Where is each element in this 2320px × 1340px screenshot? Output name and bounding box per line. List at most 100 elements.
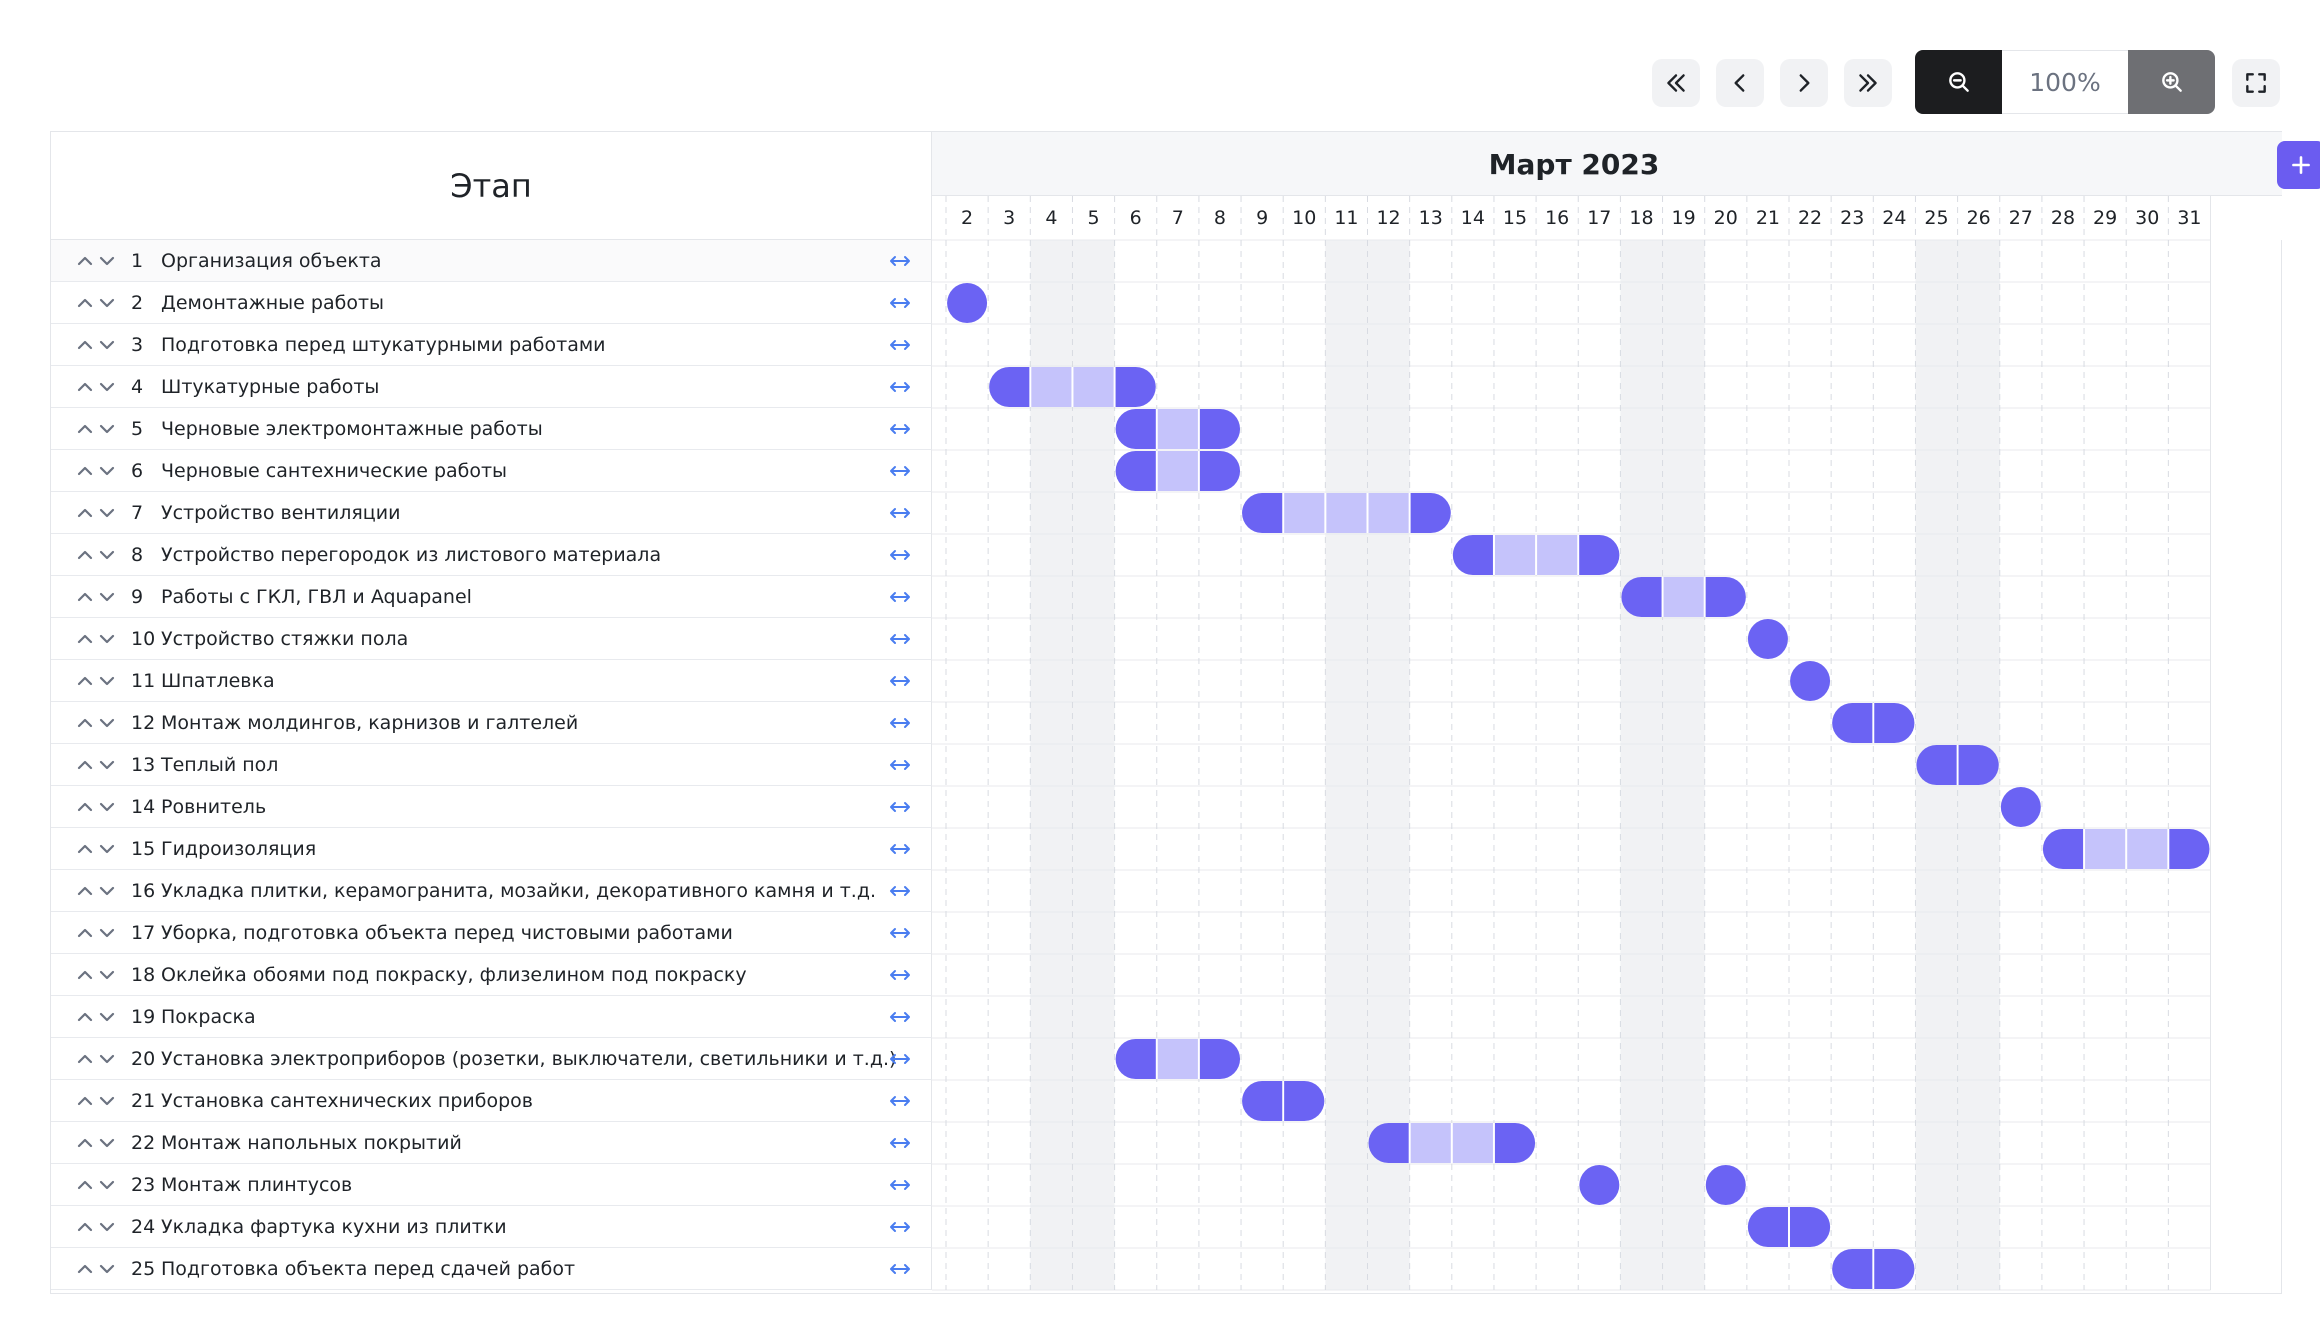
- task-bar-end[interactable]: [1874, 703, 1915, 743]
- link-stage-button[interactable]: [885, 366, 915, 408]
- stage-row[interactable]: 16 Укладка плитки, керамогранита, мозайки…: [51, 870, 932, 912]
- move-up-button[interactable]: [75, 585, 95, 609]
- link-stage-button[interactable]: [885, 786, 915, 828]
- move-down-button[interactable]: [97, 291, 117, 315]
- stage-row[interactable]: 24 Укладка фартука кухни из плитки: [51, 1206, 932, 1248]
- link-stage-button[interactable]: [885, 1080, 915, 1122]
- task-bar-start[interactable]: [1916, 745, 1957, 785]
- link-stage-button[interactable]: [885, 1248, 915, 1290]
- move-down-button[interactable]: [97, 921, 117, 945]
- task-bar-start[interactable]: [1242, 493, 1283, 533]
- move-down-button[interactable]: [97, 711, 117, 735]
- move-down-button[interactable]: [97, 1131, 117, 1155]
- task-bar-start[interactable]: [1242, 1081, 1283, 1121]
- stage-row[interactable]: 9 Работы с ГКЛ, ГВЛ и Aquapanel: [51, 576, 932, 618]
- move-up-button[interactable]: [75, 837, 95, 861]
- move-up-button[interactable]: [75, 543, 95, 567]
- link-stage-button[interactable]: [885, 1164, 915, 1206]
- move-up-button[interactable]: [75, 1173, 95, 1197]
- move-down-button[interactable]: [97, 879, 117, 903]
- next-page-button[interactable]: [1780, 59, 1828, 107]
- move-up-button[interactable]: [75, 417, 95, 441]
- move-down-button[interactable]: [97, 333, 117, 357]
- move-down-button[interactable]: [97, 753, 117, 777]
- task-bar-start[interactable]: [1368, 1123, 1409, 1163]
- move-up-button[interactable]: [75, 501, 95, 525]
- move-up-button[interactable]: [75, 291, 95, 315]
- task-bar-start[interactable]: [1747, 1207, 1788, 1247]
- task-bar-start[interactable]: [2042, 829, 2084, 869]
- link-stage-button[interactable]: [885, 324, 915, 366]
- stage-row[interactable]: 2 Демонтажные работы: [51, 282, 932, 324]
- task-bar-end[interactable]: [1115, 367, 1156, 407]
- zoom-in-button[interactable]: [2128, 50, 2215, 114]
- move-up-button[interactable]: [75, 879, 95, 903]
- move-down-button[interactable]: [97, 963, 117, 987]
- stage-row[interactable]: 3 Подготовка перед штукатурными работами: [51, 324, 932, 366]
- stage-row[interactable]: 14 Ровнитель: [51, 786, 932, 828]
- stage-row[interactable]: 15 Гидроизоляция: [51, 828, 932, 870]
- stage-row[interactable]: 8 Устройство перегородок из листового мат…: [51, 534, 932, 576]
- link-stage-button[interactable]: [885, 492, 915, 534]
- task-bar-start[interactable]: [989, 367, 1030, 407]
- link-stage-button[interactable]: [885, 534, 915, 576]
- move-down-button[interactable]: [97, 1089, 117, 1113]
- task-bar[interactable]: [1705, 1165, 1746, 1205]
- link-stage-button[interactable]: [885, 240, 915, 282]
- move-up-button[interactable]: [75, 375, 95, 399]
- link-stage-button[interactable]: [885, 912, 915, 954]
- task-bar-end[interactable]: [1874, 1249, 1915, 1289]
- move-up-button[interactable]: [75, 1089, 95, 1113]
- move-up-button[interactable]: [75, 711, 95, 735]
- move-down-button[interactable]: [97, 1005, 117, 1029]
- task-bar-end[interactable]: [2169, 829, 2210, 869]
- link-stage-button[interactable]: [885, 450, 915, 492]
- stage-row[interactable]: 1 Организация объекта: [51, 240, 932, 282]
- link-stage-button[interactable]: [885, 702, 915, 744]
- task-bar-end[interactable]: [1790, 1207, 1831, 1247]
- stage-row[interactable]: 6 Черновые сантехнические работы: [51, 450, 932, 492]
- task-bar-start[interactable]: [1115, 451, 1156, 491]
- task-bar-start[interactable]: [1832, 1249, 1873, 1289]
- move-down-button[interactable]: [97, 669, 117, 693]
- task-bar[interactable]: [947, 283, 988, 323]
- stage-row[interactable]: 7 Устройство вентиляции: [51, 492, 932, 534]
- stage-row[interactable]: 19 Покраска: [51, 996, 932, 1038]
- link-stage-button[interactable]: [885, 996, 915, 1038]
- move-up-button[interactable]: [75, 669, 95, 693]
- prev-page-button[interactable]: [1716, 59, 1764, 107]
- task-bar-start[interactable]: [1452, 535, 1493, 575]
- zoom-out-button[interactable]: [1915, 50, 2002, 114]
- task-bar-start[interactable]: [1115, 1039, 1156, 1079]
- move-down-button[interactable]: [97, 501, 117, 525]
- task-bar-end[interactable]: [1199, 1039, 1241, 1079]
- move-up-button[interactable]: [75, 627, 95, 651]
- move-down-button[interactable]: [97, 1173, 117, 1197]
- task-bar[interactable]: [1790, 661, 1831, 701]
- move-down-button[interactable]: [97, 459, 117, 483]
- link-stage-button[interactable]: [885, 660, 915, 702]
- move-up-button[interactable]: [75, 1131, 95, 1155]
- task-bar-end[interactable]: [1199, 409, 1241, 449]
- link-stage-button[interactable]: [885, 408, 915, 450]
- link-stage-button[interactable]: [885, 1122, 915, 1164]
- move-down-button[interactable]: [97, 837, 117, 861]
- stage-row[interactable]: 11 Шпатлевка: [51, 660, 932, 702]
- move-up-button[interactable]: [75, 1215, 95, 1239]
- task-bar-start[interactable]: [1115, 409, 1156, 449]
- move-down-button[interactable]: [97, 585, 117, 609]
- stage-row[interactable]: 21 Установка сантехнических приборов: [51, 1080, 932, 1122]
- task-bar-end[interactable]: [1199, 451, 1241, 491]
- link-stage-button[interactable]: [885, 618, 915, 660]
- move-up-button[interactable]: [75, 249, 95, 273]
- stage-row[interactable]: 10 Устройство стяжки пола: [51, 618, 932, 660]
- link-stage-button[interactable]: [885, 828, 915, 870]
- link-stage-button[interactable]: [885, 576, 915, 618]
- task-bar-end[interactable]: [1284, 1081, 1325, 1121]
- move-up-button[interactable]: [75, 1005, 95, 1029]
- move-down-button[interactable]: [97, 375, 117, 399]
- stage-row[interactable]: 12 Монтаж молдингов, карнизов и галтелей: [51, 702, 932, 744]
- move-up-button[interactable]: [75, 1047, 95, 1071]
- task-bar-middle[interactable]: [1263, 493, 1430, 533]
- stage-row[interactable]: 5 Черновые электромонтажные работы: [51, 408, 932, 450]
